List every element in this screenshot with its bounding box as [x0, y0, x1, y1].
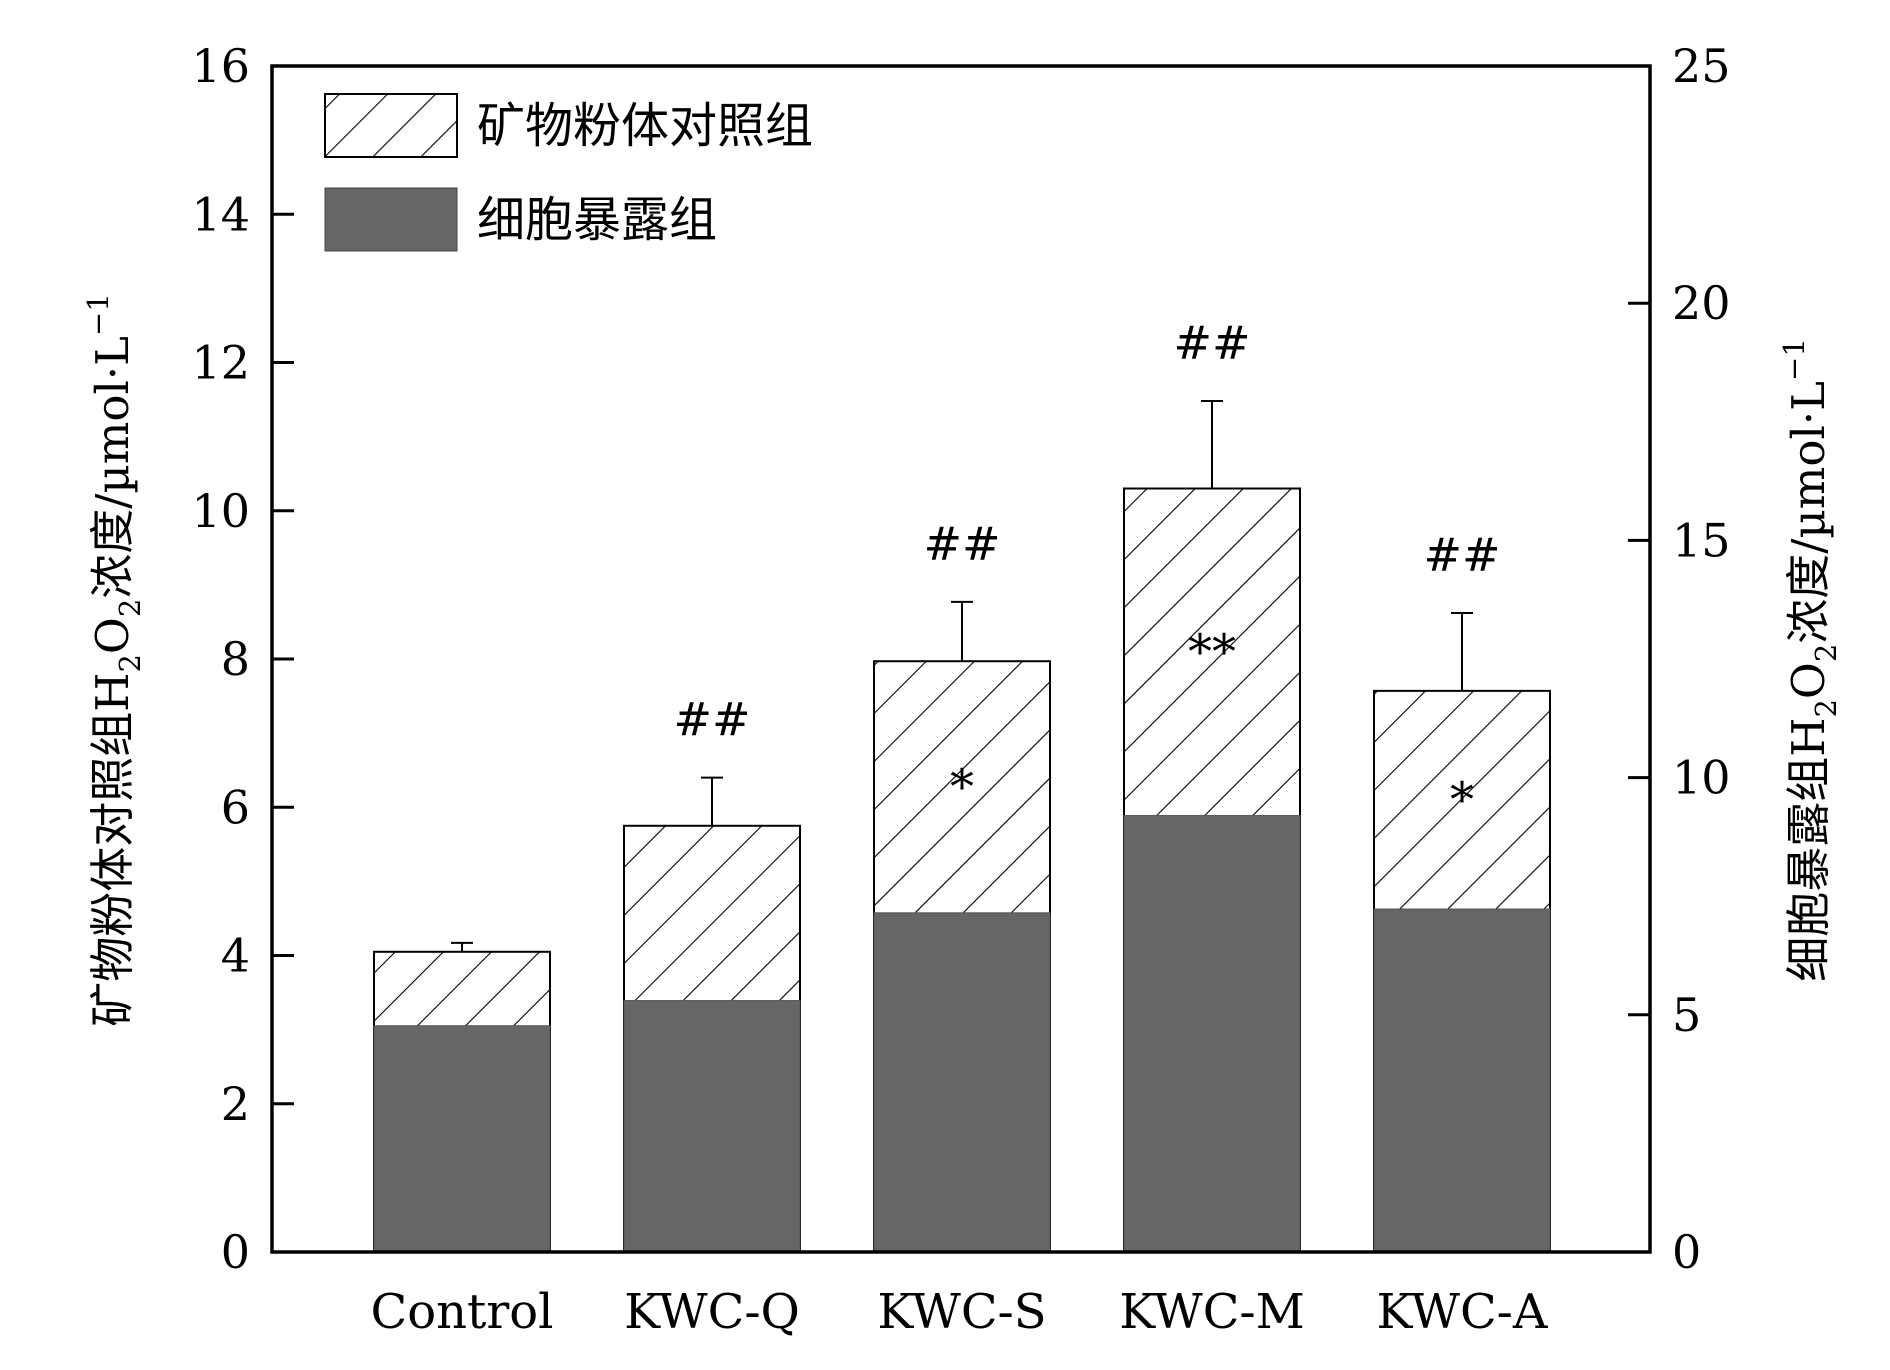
- x-tick-label-control: Control: [370, 1284, 553, 1340]
- right-tick-label: 15: [1672, 513, 1731, 567]
- bar-exposure-control: [373, 1025, 551, 1253]
- significance-hash-kwc-m: ##: [1173, 316, 1250, 370]
- left-tick-label: 2: [221, 1077, 250, 1131]
- x-tick-label-kwc-a: KWC-A: [1376, 1284, 1548, 1340]
- legend-label-solid: 细胞暴露组: [477, 192, 717, 248]
- right-axis: 0 5 10 15 20 25: [1628, 39, 1731, 1279]
- significance-hash-kwc-q: ##: [673, 693, 750, 747]
- x-tick-label-kwc-m: KWC-M: [1119, 1284, 1305, 1340]
- bars-layer: [373, 487, 1551, 1253]
- right-tick-label: 0: [1672, 1225, 1701, 1279]
- left-tick-label: 4: [221, 929, 250, 983]
- significance-hash-kwc-s: ##: [923, 517, 1000, 571]
- significance-star-kwc-a: *: [1450, 772, 1474, 828]
- legend: 矿物粉体对照组 细胞暴露组: [324, 93, 813, 252]
- x-tick-label-kwc-q: KWC-Q: [624, 1284, 800, 1340]
- annotations-layer: ## ## * ## ** ## *: [451, 316, 1501, 952]
- left-tick-label: 8: [221, 632, 250, 686]
- bar-exposure-kwc-a: [1373, 908, 1551, 1253]
- left-tick-label: 0: [221, 1225, 250, 1279]
- left-axis: 0 2 4 6 8 10 12 14 16: [191, 39, 294, 1279]
- left-axis-title: 矿物粉体对照组H2O2浓度/µmol·L−1: [81, 293, 147, 1027]
- significance-star-kwc-m: **: [1188, 624, 1236, 680]
- legend-swatch-hatched: [324, 93, 458, 158]
- left-tick-label: 6: [221, 780, 250, 834]
- bar-exposure-kwc-s: [873, 912, 1051, 1253]
- left-tick-label: 14: [191, 187, 250, 241]
- bar-exposure-kwc-q: [623, 1000, 801, 1253]
- significance-hash-kwc-a: ##: [1423, 528, 1500, 582]
- right-tick-label: 5: [1672, 988, 1701, 1042]
- bar-exposure-kwc-m: [1123, 815, 1301, 1253]
- legend-swatch-solid: [324, 187, 458, 252]
- left-tick-label: 16: [191, 39, 250, 93]
- right-tick-label: 10: [1672, 751, 1731, 805]
- x-tick-label-kwc-s: KWC-S: [877, 1284, 1046, 1340]
- significance-star-kwc-s: *: [950, 759, 974, 815]
- x-axis: Control KWC-Q KWC-S KWC-M KWC-A: [370, 1284, 1548, 1340]
- right-tick-label: 25: [1672, 39, 1731, 93]
- right-tick-label: 20: [1672, 276, 1731, 330]
- left-tick-label: 10: [191, 484, 250, 538]
- right-axis-title: 细胞暴露组H2O2浓度/µmol·L−1: [1777, 338, 1843, 982]
- legend-label-hatched: 矿物粉体对照组: [477, 98, 813, 154]
- left-tick-label: 12: [191, 336, 250, 390]
